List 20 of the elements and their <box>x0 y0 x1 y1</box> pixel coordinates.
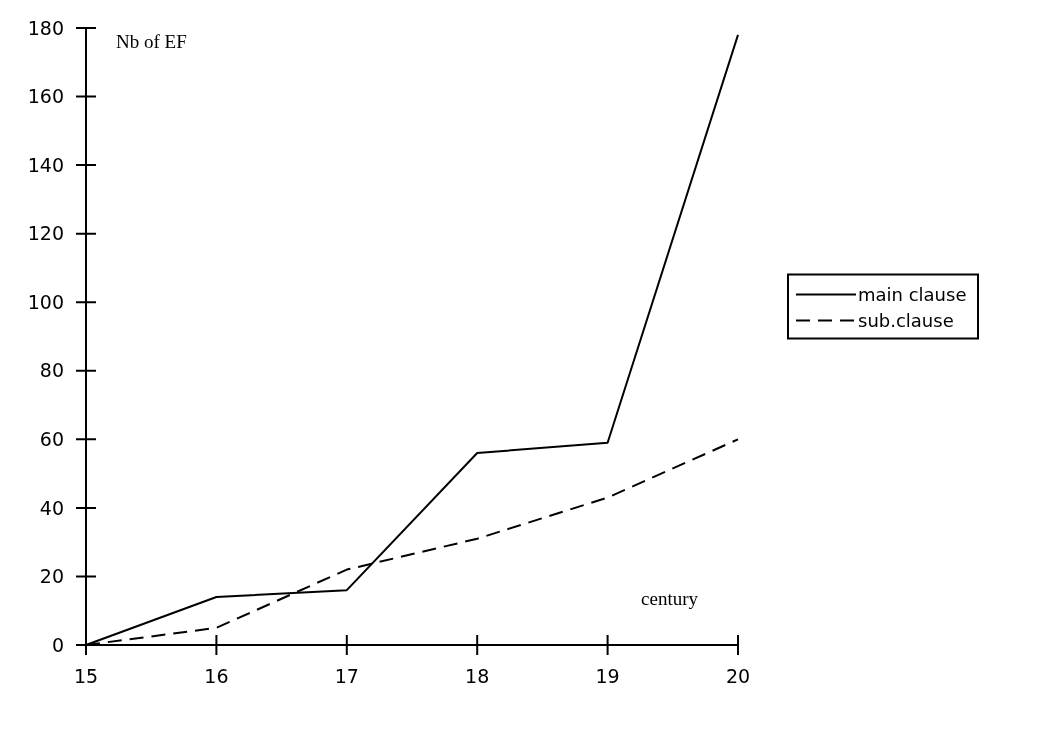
x-tick-label: 20 <box>725 665 751 687</box>
legend-label: sub.clause <box>858 309 954 331</box>
y-tick-label: 180 <box>27 16 64 39</box>
x-tick-label: 19 <box>595 665 620 687</box>
y-tick-label: 100 <box>27 290 64 313</box>
x-tick-label: 15 <box>73 665 99 687</box>
y-tick-label: 80 <box>39 359 64 382</box>
y-tick-label: 20 <box>39 565 64 588</box>
x-tick-label: 17 <box>334 665 359 687</box>
y-tick-label: 60 <box>39 427 64 450</box>
y-tick-label: 0 <box>51 633 64 656</box>
y-tick-label: 160 <box>27 85 64 108</box>
y-tick-label: 120 <box>27 222 64 245</box>
y-axis-title: Nb of EF <box>116 31 187 52</box>
y-tick-label: 140 <box>27 153 64 176</box>
x-tick-label: 18 <box>465 665 490 687</box>
x-tick-label: 16 <box>204 665 229 687</box>
y-tick-label: 40 <box>39 496 64 519</box>
x-axis-title: century <box>641 588 699 609</box>
legend-label: main clause <box>858 283 967 305</box>
